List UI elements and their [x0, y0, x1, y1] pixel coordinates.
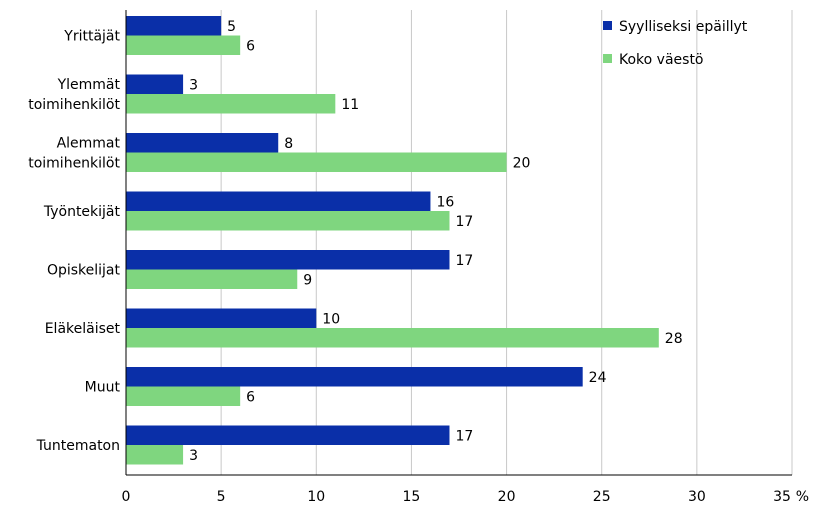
value-label: 28: [665, 331, 683, 347]
bar: [126, 153, 507, 173]
bar: [126, 211, 449, 231]
category-label: toimihenkilöt: [28, 156, 120, 172]
category-label: toimihenkilöt: [28, 97, 120, 113]
category-labels: Yrittäjät Ylemmät toimihenkilöt Alemmat toim…: [28, 29, 120, 455]
x-tick-label: 0: [122, 489, 131, 505]
category-label: Yrittäjät: [63, 29, 120, 45]
value-label: 20: [513, 156, 531, 172]
bar: [126, 16, 221, 36]
category-label: Opiskelijat: [47, 263, 121, 279]
category-label: Eläkeläiset: [45, 321, 121, 337]
value-label: 10: [322, 312, 340, 328]
value-label: 3: [189, 78, 198, 94]
x-tick-label: 35: [773, 489, 791, 505]
bar: [126, 445, 183, 465]
x-tick-label: 20: [498, 489, 516, 505]
category-label: Työntekijät: [43, 204, 121, 220]
category-label: Ylemmät: [57, 77, 121, 93]
bar: [126, 328, 659, 348]
category-label: Tuntematon: [36, 438, 120, 454]
bar: [126, 270, 297, 290]
bars: [126, 16, 659, 465]
value-label: 24: [589, 370, 607, 386]
gridlines: [221, 10, 792, 475]
bar: [126, 133, 278, 153]
bar: [126, 387, 240, 407]
value-label: 16: [436, 195, 454, 211]
legend-swatch-0: [603, 21, 612, 30]
value-label: 5: [227, 19, 236, 35]
legend-label-1: Koko väestö: [619, 52, 704, 68]
x-tick-label: 30: [688, 489, 706, 505]
x-tick-label: 25: [593, 489, 611, 505]
category-label: Alemmat: [57, 136, 121, 152]
value-label: 9: [303, 273, 312, 289]
legend: Syylliseksi epäillyt Koko väestö: [603, 19, 748, 68]
bar: [126, 426, 449, 446]
legend-label-0: Syylliseksi epäillyt: [619, 19, 748, 35]
value-label: 17: [455, 253, 473, 269]
value-label: 11: [341, 97, 359, 113]
bar: [126, 367, 583, 387]
bar: [126, 94, 335, 114]
bar: [126, 250, 449, 270]
bar: [126, 309, 316, 329]
value-label: 3: [189, 448, 198, 464]
category-label: Muut: [85, 380, 121, 396]
x-unit-label: %: [796, 489, 809, 505]
x-tick-label: 5: [217, 489, 226, 505]
x-tick-label: 15: [403, 489, 421, 505]
x-tick-labels: 0 5 10 15 20 25 30 35%: [122, 489, 809, 505]
bar: [126, 75, 183, 95]
value-label: 17: [455, 429, 473, 445]
value-label: 8: [284, 136, 293, 152]
value-label: 6: [246, 39, 255, 55]
bar: [126, 36, 240, 56]
bar: [126, 192, 430, 212]
x-tick-label: 10: [307, 489, 325, 505]
value-label: 17: [455, 214, 473, 230]
legend-swatch-1: [603, 54, 612, 63]
value-label: 6: [246, 390, 255, 406]
